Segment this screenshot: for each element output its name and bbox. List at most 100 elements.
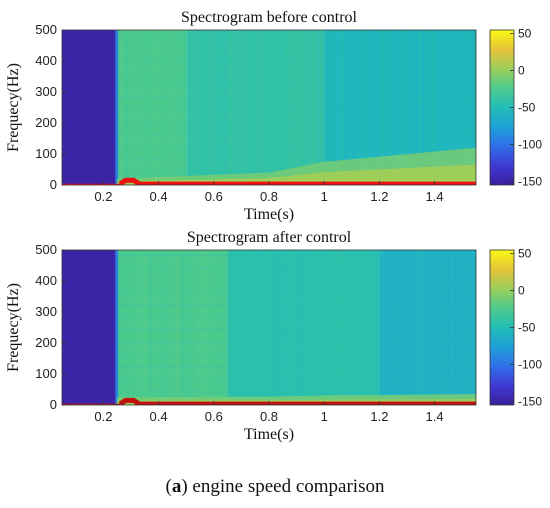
spectral-streak xyxy=(325,30,328,185)
spectral-streak xyxy=(180,30,182,185)
spectral-streak xyxy=(219,250,222,405)
spectral-streak xyxy=(173,250,176,405)
spectral-streak xyxy=(292,30,295,185)
spectral-streak xyxy=(150,250,152,405)
x-tick-label: 0.2 xyxy=(94,189,112,204)
harmonic-band xyxy=(117,34,476,37)
harmonic-band xyxy=(117,145,476,148)
spectral-streak xyxy=(372,250,374,405)
spectrogram-panel-1: 0.2 0.4 0.6 0.8 1 1.2 1.40100200300400500Spect… xyxy=(5,9,542,223)
spectral-streak xyxy=(358,30,361,185)
spectral-streak xyxy=(176,250,179,405)
y-tick-label: 200 xyxy=(35,335,57,350)
spectral-streak xyxy=(319,250,321,405)
spectral-streak xyxy=(233,30,235,185)
spectral-streak xyxy=(339,30,341,185)
spectral-streak xyxy=(183,30,186,185)
spectral-streak xyxy=(299,30,302,185)
spectral-streak xyxy=(166,250,169,405)
spectral-streak xyxy=(468,30,470,185)
spectral-streak xyxy=(362,30,364,185)
harmonic-band xyxy=(117,279,476,281)
spectral-streak xyxy=(365,250,368,405)
spectral-streak xyxy=(272,30,275,185)
spectral-streak xyxy=(140,30,143,185)
spectral-streak xyxy=(408,30,411,185)
spectral-streak xyxy=(441,30,444,185)
spectral-streak xyxy=(140,250,143,405)
spectral-streak xyxy=(345,250,348,405)
spectral-streak xyxy=(385,30,388,185)
spectral-streak xyxy=(236,250,239,405)
harmonic-band xyxy=(117,158,476,161)
y-tick-label: 100 xyxy=(35,146,57,161)
spectral-streak xyxy=(302,250,305,405)
onset-line xyxy=(115,250,119,405)
spectral-streak xyxy=(266,30,268,185)
colorbar-tick-label: -100 xyxy=(518,357,542,371)
colorbar-tick-label: -150 xyxy=(518,394,542,408)
spectral-streak xyxy=(296,250,298,405)
spectral-streak xyxy=(127,250,129,405)
spectral-streak xyxy=(368,250,371,405)
spectral-streak xyxy=(259,250,262,405)
colorbar-tick-label: -50 xyxy=(518,321,536,335)
spectral-streak xyxy=(259,30,262,185)
spectral-streak xyxy=(163,250,166,405)
harmonic-band xyxy=(117,133,476,136)
spectral-streak xyxy=(339,250,341,405)
spectral-streak xyxy=(147,30,149,185)
spectral-streak xyxy=(190,250,192,405)
spectral-streak xyxy=(398,30,401,185)
spectral-streak xyxy=(216,30,219,185)
spectral-streak xyxy=(349,250,351,405)
spectral-streak xyxy=(365,30,368,185)
spectral-streak xyxy=(286,250,288,405)
colorbar-tick-label: 0 xyxy=(518,64,525,78)
y-tick-label: 300 xyxy=(35,304,57,319)
spectral-streak xyxy=(431,250,434,405)
spectral-streak xyxy=(464,30,467,185)
spectral-streak xyxy=(411,250,414,405)
spectral-streak xyxy=(335,250,338,405)
y-tick-label: 300 xyxy=(35,84,57,99)
spectral-streak xyxy=(203,30,205,185)
spectral-streak xyxy=(352,250,355,405)
spectral-streak xyxy=(266,250,268,405)
spectral-streak xyxy=(286,30,288,185)
spectral-streak xyxy=(322,30,325,185)
spectral-streak xyxy=(200,30,202,185)
spectral-streak xyxy=(405,250,407,405)
spectral-streak xyxy=(448,250,451,405)
spectral-streak xyxy=(305,30,308,185)
spectral-streak xyxy=(325,250,328,405)
spectral-streak xyxy=(226,250,229,405)
spectral-streak xyxy=(355,250,358,405)
spectral-streak xyxy=(133,250,136,405)
spectral-streak xyxy=(153,30,156,185)
spectral-streak xyxy=(243,30,245,185)
spectrogram-region xyxy=(117,30,187,185)
spectral-streak xyxy=(123,30,126,185)
colorbar-tick-label: 50 xyxy=(518,27,532,41)
x-tick-label: 0.6 xyxy=(205,189,223,204)
spectral-streak xyxy=(246,250,249,405)
x-axis-label: Time(s) xyxy=(244,426,294,443)
harmonic-band xyxy=(117,254,476,257)
x-axis-label: Time(s) xyxy=(244,206,294,223)
spectral-streak xyxy=(243,250,245,405)
y-axis-label: Frequecy(Hz) xyxy=(5,283,22,372)
spectral-streak xyxy=(252,30,255,185)
spectral-streak xyxy=(143,250,146,405)
spectral-streak xyxy=(415,250,417,405)
spectral-streak xyxy=(421,250,424,405)
spectral-streak xyxy=(193,30,196,185)
spectral-streak xyxy=(315,30,318,185)
spectral-streak xyxy=(342,30,345,185)
spectral-streak xyxy=(223,30,225,185)
spectrogram-region xyxy=(227,250,380,405)
y-tick-label: 500 xyxy=(35,242,57,257)
x-tick-label: 0.4 xyxy=(150,409,168,424)
spectral-streak xyxy=(451,30,454,185)
figure-caption: (a) engine speed comparison xyxy=(165,476,385,497)
